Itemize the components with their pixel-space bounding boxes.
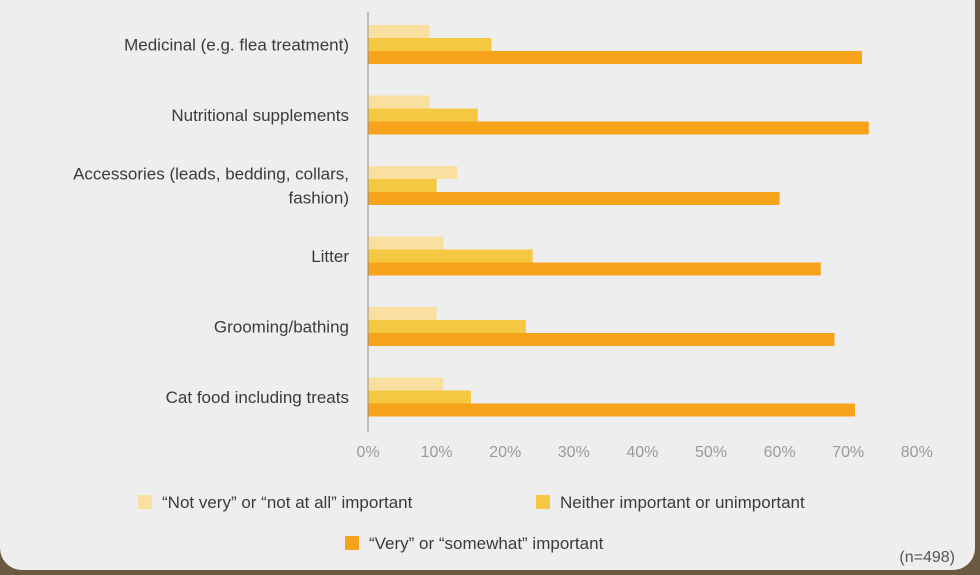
category-label: Litter (311, 247, 349, 266)
bar-2-series-1 (368, 95, 430, 109)
bar-6-series-2 (368, 390, 471, 404)
bar-5-series-1 (368, 307, 437, 320)
bar-1-series-1 (368, 25, 430, 38)
legend: “Not very” or “not at all” important Neit… (138, 493, 805, 553)
bar-1-series-3 (368, 51, 862, 64)
bar-5-series-3 (368, 333, 835, 346)
category-label-line: Litter (311, 247, 349, 266)
category-labels: Medicinal (e.g. flea treatment) Nutrition… (73, 36, 349, 408)
legend-swatch (345, 536, 359, 550)
legend-swatch (536, 495, 550, 509)
x-tick-label: 10% (421, 444, 453, 461)
legend-swatch (138, 495, 152, 509)
bar-group (368, 25, 869, 417)
category-label-line: Nutritional supplements (171, 106, 349, 125)
x-tick-label: 40% (626, 444, 658, 461)
bar-1-series-2 (368, 38, 492, 51)
x-tick-label: 30% (558, 444, 590, 461)
category-label-line: Medicinal (e.g. flea treatment) (124, 36, 349, 55)
bar-4-series-1 (368, 236, 444, 250)
category-label: Accessories (leads, bedding, collars, fas… (73, 165, 349, 208)
x-tick-label: 0% (356, 444, 379, 461)
bar-2-series-3 (368, 121, 869, 135)
sample-size-note: (n=498) (899, 549, 955, 566)
x-tick-label: 70% (832, 444, 864, 461)
bar-6-series-3 (368, 403, 856, 417)
bar-4-series-2 (368, 249, 533, 263)
category-label: Grooming/bathing (214, 318, 349, 337)
bar-3-series-2 (368, 179, 437, 192)
x-tick-label: 60% (764, 444, 796, 461)
category-label-line: fashion) (289, 189, 349, 208)
category-label-line: Accessories (leads, bedding, collars, (73, 165, 349, 184)
legend-label: “Not very” or “not at all” important (162, 493, 413, 512)
category-label-line: Grooming/bathing (214, 318, 349, 337)
x-tick-label: 20% (489, 444, 521, 461)
category-label: Cat food including treats (166, 388, 349, 407)
bar-5-series-2 (368, 320, 526, 333)
bar-3-series-1 (368, 166, 458, 179)
category-label: Nutritional supplements (171, 106, 349, 125)
x-axis-tick-labels: 0% 10% 20% 30% 40% 50% 60% 70% 80% (356, 444, 932, 461)
x-tick-label: 50% (695, 444, 727, 461)
bar-4-series-3 (368, 262, 821, 276)
legend-label: Neither important or unimportant (560, 493, 805, 512)
legend-label: “Very” or “somewhat” important (369, 534, 604, 553)
bar-6-series-1 (368, 377, 444, 391)
bar-3-series-3 (368, 192, 780, 205)
category-label-line: Cat food including treats (166, 388, 349, 407)
x-tick-label: 80% (901, 444, 933, 461)
bar-2-series-2 (368, 108, 478, 122)
category-label: Medicinal (e.g. flea treatment) (124, 36, 349, 55)
